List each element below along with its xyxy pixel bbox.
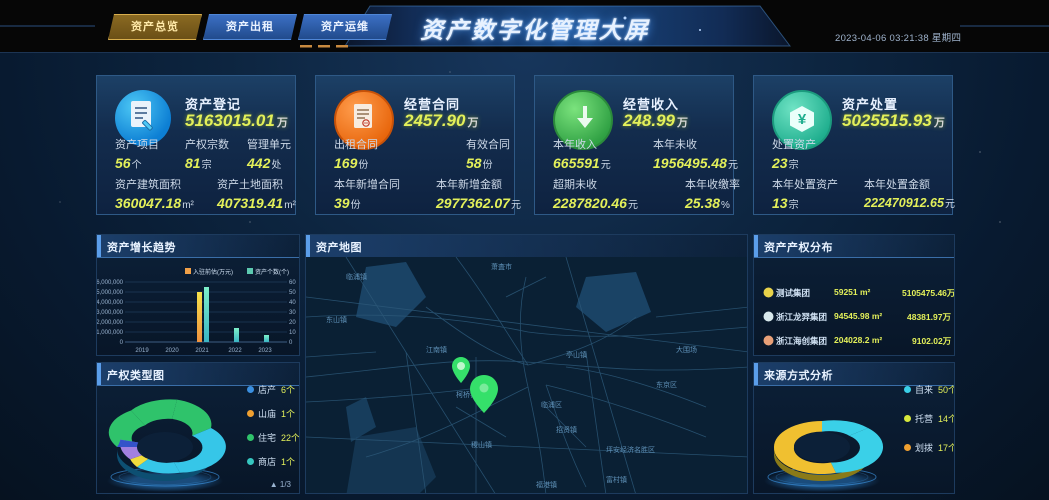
svg-text:东京区: 东京区 [656,380,677,389]
svg-text:6,000,000: 6,000,000 [97,280,124,286]
svg-text:福港镇: 福港镇 [536,480,557,489]
svg-text:资产个数(个): 资产个数(个) [255,268,289,276]
svg-text:入驻前估(万元): 入驻前估(万元) [193,268,233,276]
svg-text:2019: 2019 [135,348,149,354]
svg-text:20: 20 [289,320,296,326]
svg-text:招贤镇: 招贤镇 [556,425,577,434]
svg-text:江南镇: 江南镇 [426,345,447,354]
svg-text:10: 10 [289,330,296,336]
svg-text:亭山镇: 亭山镇 [566,350,587,359]
svg-text:2020: 2020 [165,348,179,354]
svg-text:0: 0 [120,340,124,346]
svg-text:4,000,000: 4,000,000 [97,300,124,306]
svg-text:1,000,000: 1,000,000 [97,330,124,336]
svg-text:2,000,000: 2,000,000 [97,320,124,326]
svg-text:东山镇: 东山镇 [326,315,347,324]
svg-text:临浦区: 临浦区 [541,400,562,409]
svg-text:0: 0 [289,340,293,346]
svg-text:3,000,000: 3,000,000 [97,310,124,316]
svg-text:40: 40 [289,300,296,306]
svg-text:富村镇: 富村镇 [606,475,627,484]
svg-text:稷山镇: 稷山镇 [471,440,492,449]
svg-text:2023: 2023 [258,348,272,354]
svg-text:50: 50 [289,290,296,296]
svg-text:5,000,000: 5,000,000 [97,290,124,296]
svg-text:30: 30 [289,310,296,316]
svg-text:临浦镇: 临浦镇 [346,272,367,281]
svg-text:大围场: 大围场 [676,345,697,354]
svg-text:坪安经济名胜区: 坪安经济名胜区 [606,445,655,454]
svg-text:萧査市: 萧査市 [491,262,512,271]
svg-text:2022: 2022 [228,348,242,354]
svg-text:60: 60 [289,280,296,286]
svg-text:¥: ¥ [798,111,807,128]
svg-text:2021: 2021 [195,348,209,354]
